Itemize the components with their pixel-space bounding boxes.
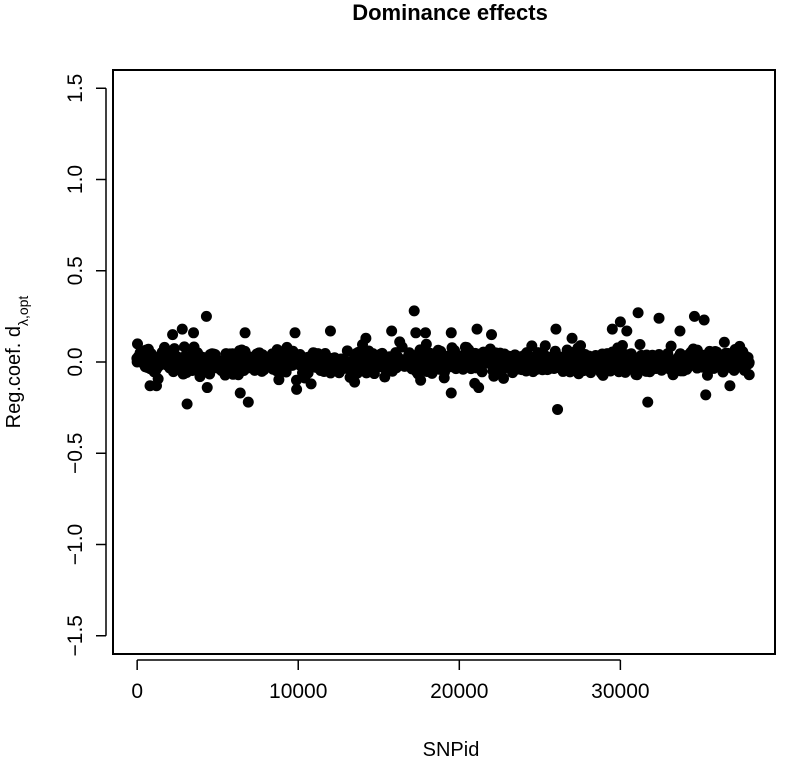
y-tick-label: 0.5 [64, 256, 87, 285]
data-point [634, 339, 646, 351]
data-point [420, 338, 432, 350]
data-point [566, 332, 578, 344]
data-point [219, 369, 231, 381]
y-tick-label: 1.0 [64, 165, 87, 194]
data-point [239, 327, 251, 339]
y-tick-label: 0.0 [64, 347, 87, 376]
data-point [273, 374, 285, 386]
x-axis: 0 10000 20000 30000 [131, 659, 650, 703]
y-axis-label-main: Reg.coef. d [3, 326, 25, 428]
data-point [200, 310, 212, 322]
data-point [194, 371, 206, 383]
data-point [419, 327, 431, 339]
y-tick-label: −1.5 [64, 615, 87, 656]
x-axis-label: SNPid [423, 739, 480, 760]
y-tick-label: 1.5 [64, 74, 87, 103]
data-point [665, 340, 677, 352]
data-point [290, 374, 302, 386]
data-point [150, 380, 162, 392]
data-point [473, 382, 485, 394]
data-point [688, 310, 700, 322]
data-point [415, 374, 427, 386]
data-point [498, 372, 510, 384]
data-point [575, 340, 587, 352]
data-point [168, 343, 180, 355]
data-point [181, 398, 193, 410]
data-point [724, 380, 736, 392]
data-point [606, 323, 618, 335]
data-point [471, 323, 483, 335]
chart-title: Dominance effects [352, 0, 548, 25]
plot-frame [112, 69, 776, 655]
data-point [281, 341, 293, 353]
data-point [550, 323, 562, 335]
data-points [131, 305, 755, 415]
data-point [349, 376, 361, 388]
data-point [242, 396, 254, 408]
data-point [410, 327, 422, 339]
data-point [743, 369, 755, 381]
data-point [476, 366, 488, 378]
data-point [167, 329, 179, 341]
data-point [289, 327, 301, 339]
y-axis-label: Reg.coef. dλ,opt [3, 296, 31, 429]
x-tick-label: 0 [131, 680, 143, 703]
data-point [614, 316, 626, 328]
data-point [718, 336, 730, 348]
data-point [234, 387, 246, 399]
y-tick-label: −0.5 [64, 433, 87, 474]
data-point [642, 396, 654, 408]
data-point [674, 325, 686, 337]
data-point [486, 329, 498, 341]
data-point [131, 356, 143, 368]
data-point [305, 378, 317, 390]
x-tick-label: 20000 [430, 680, 488, 703]
data-point [653, 312, 665, 324]
data-point [178, 341, 190, 353]
data-point [700, 389, 712, 401]
data-point [176, 323, 188, 335]
data-point [552, 403, 564, 415]
data-point [159, 341, 171, 353]
data-point [132, 338, 144, 350]
y-tick-label: −1.0 [64, 524, 87, 565]
data-point [539, 340, 551, 352]
data-point [698, 314, 710, 326]
data-point [621, 325, 633, 337]
data-point [445, 387, 457, 399]
data-point [341, 345, 353, 357]
data-point [188, 327, 200, 339]
x-tick-label: 30000 [591, 680, 649, 703]
y-axis-label-subscript: λ,opt [15, 296, 31, 326]
data-point [379, 371, 391, 383]
data-point [302, 367, 314, 379]
data-point [445, 327, 457, 339]
data-point [408, 305, 420, 317]
data-point [386, 325, 398, 337]
data-point [743, 356, 755, 368]
data-point [324, 325, 336, 337]
data-point [360, 332, 372, 344]
data-point [632, 307, 644, 319]
data-point [394, 336, 406, 348]
y-axis: −1.5 −1.0 −0.5 0.0 0.5 1.0 1.5 [64, 74, 107, 656]
data-point [616, 339, 628, 351]
data-point [291, 383, 303, 395]
data-point [142, 343, 154, 355]
x-tick-label: 10000 [269, 680, 327, 703]
data-point [201, 382, 213, 394]
